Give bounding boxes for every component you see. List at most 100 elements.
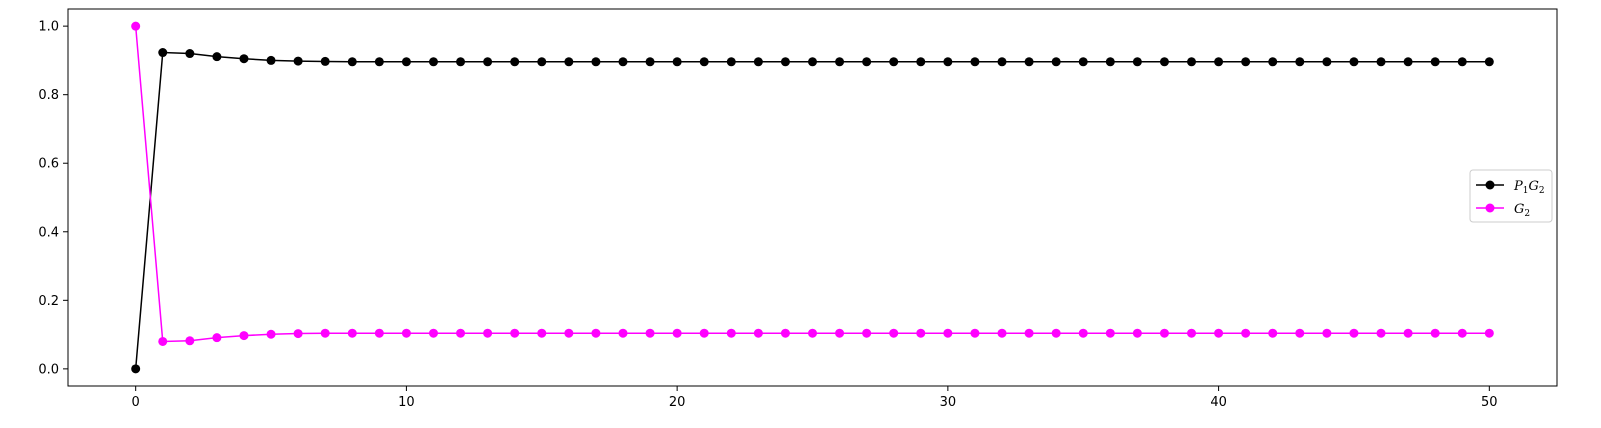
data-point-p1g2: [1457, 57, 1467, 67]
data-point-p1g2: [1078, 57, 1088, 67]
data-point-g2: [618, 328, 628, 338]
data-point-g2: [753, 328, 763, 338]
data-point-g2: [699, 328, 709, 338]
data-point-g2: [428, 328, 438, 338]
data-point-p1g2: [293, 56, 303, 66]
data-point-p1g2: [1403, 57, 1413, 67]
y-tick-label: 0.6: [38, 157, 59, 172]
data-point-g2: [645, 328, 655, 338]
data-point-p1g2: [1024, 57, 1034, 67]
data-point-g2: [672, 328, 682, 338]
data-point-g2: [1349, 328, 1359, 338]
data-point-p1g2: [239, 54, 249, 64]
y-tick-label: 0.2: [38, 294, 59, 309]
data-point-g2: [970, 328, 980, 338]
data-point-g2: [1159, 328, 1169, 338]
data-point-g2: [1105, 328, 1115, 338]
legend-box: [1469, 169, 1553, 223]
data-point-p1g2: [1187, 57, 1197, 67]
data-point-g2: [1376, 328, 1386, 338]
data-point-g2: [808, 328, 817, 338]
data-point-p1g2: [483, 57, 493, 67]
data-point-g2: [1268, 328, 1278, 338]
data-point-g2: [239, 331, 249, 341]
data-point-p1g2: [428, 57, 438, 67]
data-point-p1g2: [347, 57, 357, 67]
data-point-g2: [131, 21, 141, 31]
legend-marker-g2: [1485, 203, 1495, 213]
legend: P1G2 G2: [1469, 169, 1553, 223]
data-point-g2: [1484, 328, 1494, 338]
data-point-p1g2: [131, 364, 141, 374]
data-point-g2: [1024, 328, 1034, 338]
data-point-p1g2: [943, 57, 953, 67]
series-p1g2: [131, 48, 1494, 374]
y-tick-label: 0.4: [38, 225, 59, 240]
data-point-g2: [1078, 328, 1088, 338]
data-point-g2: [862, 328, 872, 338]
data-point-p1g2: [672, 57, 682, 67]
data-point-g2: [780, 328, 790, 338]
data-point-p1g2: [645, 57, 655, 67]
data-point-g2: [943, 328, 953, 338]
data-point-g2: [916, 328, 926, 338]
data-point-g2: [1214, 328, 1224, 338]
data-point-g2: [1241, 328, 1251, 338]
data-point-p1g2: [564, 57, 574, 67]
data-point-g2: [510, 328, 520, 338]
data-point-g2: [1403, 328, 1413, 338]
data-point-g2: [1322, 328, 1332, 338]
data-point-g2: [374, 328, 384, 338]
data-point-g2: [1430, 328, 1440, 338]
data-point-g2: [1457, 328, 1467, 338]
data-point-p1g2: [699, 57, 709, 67]
axes: 0 10 20 30 40 50 0.0 0.2 0.4 0.6 0.8 1.0: [38, 8, 1558, 410]
data-point-g2: [835, 328, 845, 338]
data-point-g2: [1051, 328, 1061, 338]
data-point-p1g2: [591, 57, 601, 67]
data-point-p1g2: [212, 52, 222, 62]
data-point-g2: [726, 328, 736, 338]
x-tick-label: 50: [1481, 395, 1498, 410]
data-point-g2: [1295, 328, 1305, 338]
data-point-p1g2: [618, 57, 628, 67]
data-point-g2: [212, 333, 222, 343]
data-point-g2: [320, 328, 330, 338]
data-point-g2: [591, 328, 601, 338]
data-point-g2: [293, 329, 303, 339]
data-point-p1g2: [1241, 57, 1251, 67]
data-point-g2: [889, 328, 899, 338]
data-point-p1g2: [374, 57, 384, 67]
data-point-g2: [401, 328, 411, 338]
data-point-p1g2: [1484, 57, 1494, 67]
x-tick-label: 0: [132, 395, 140, 410]
y-tick-label: 0.8: [38, 88, 59, 103]
data-point-p1g2: [1430, 57, 1440, 67]
data-point-p1g2: [835, 57, 845, 67]
data-point-p1g2: [916, 57, 926, 67]
data-point-p1g2: [970, 57, 980, 67]
data-point-g2: [347, 328, 357, 338]
data-point-p1g2: [862, 57, 872, 67]
data-point-p1g2: [1295, 57, 1305, 67]
data-point-g2: [537, 328, 547, 338]
data-point-p1g2: [889, 57, 899, 67]
series-g2: [131, 21, 1494, 346]
data-point-p1g2: [997, 57, 1007, 67]
legend-label-g2: G2: [1514, 202, 1530, 219]
data-point-p1g2: [1214, 57, 1224, 67]
data-point-g2: [185, 336, 195, 346]
data-point-p1g2: [808, 57, 817, 67]
data-point-p1g2: [780, 57, 790, 67]
data-point-g2: [483, 328, 493, 338]
data-point-p1g2: [1322, 57, 1332, 67]
x-tick-label: 20: [669, 395, 686, 410]
data-point-p1g2: [753, 57, 763, 67]
data-point-p1g2: [1132, 57, 1142, 67]
data-point-p1g2: [537, 57, 547, 67]
data-point-p1g2: [320, 56, 330, 66]
data-point-p1g2: [1105, 57, 1115, 67]
data-point-g2: [564, 328, 574, 338]
legend-label-p1g2: P1G2: [1513, 179, 1545, 196]
